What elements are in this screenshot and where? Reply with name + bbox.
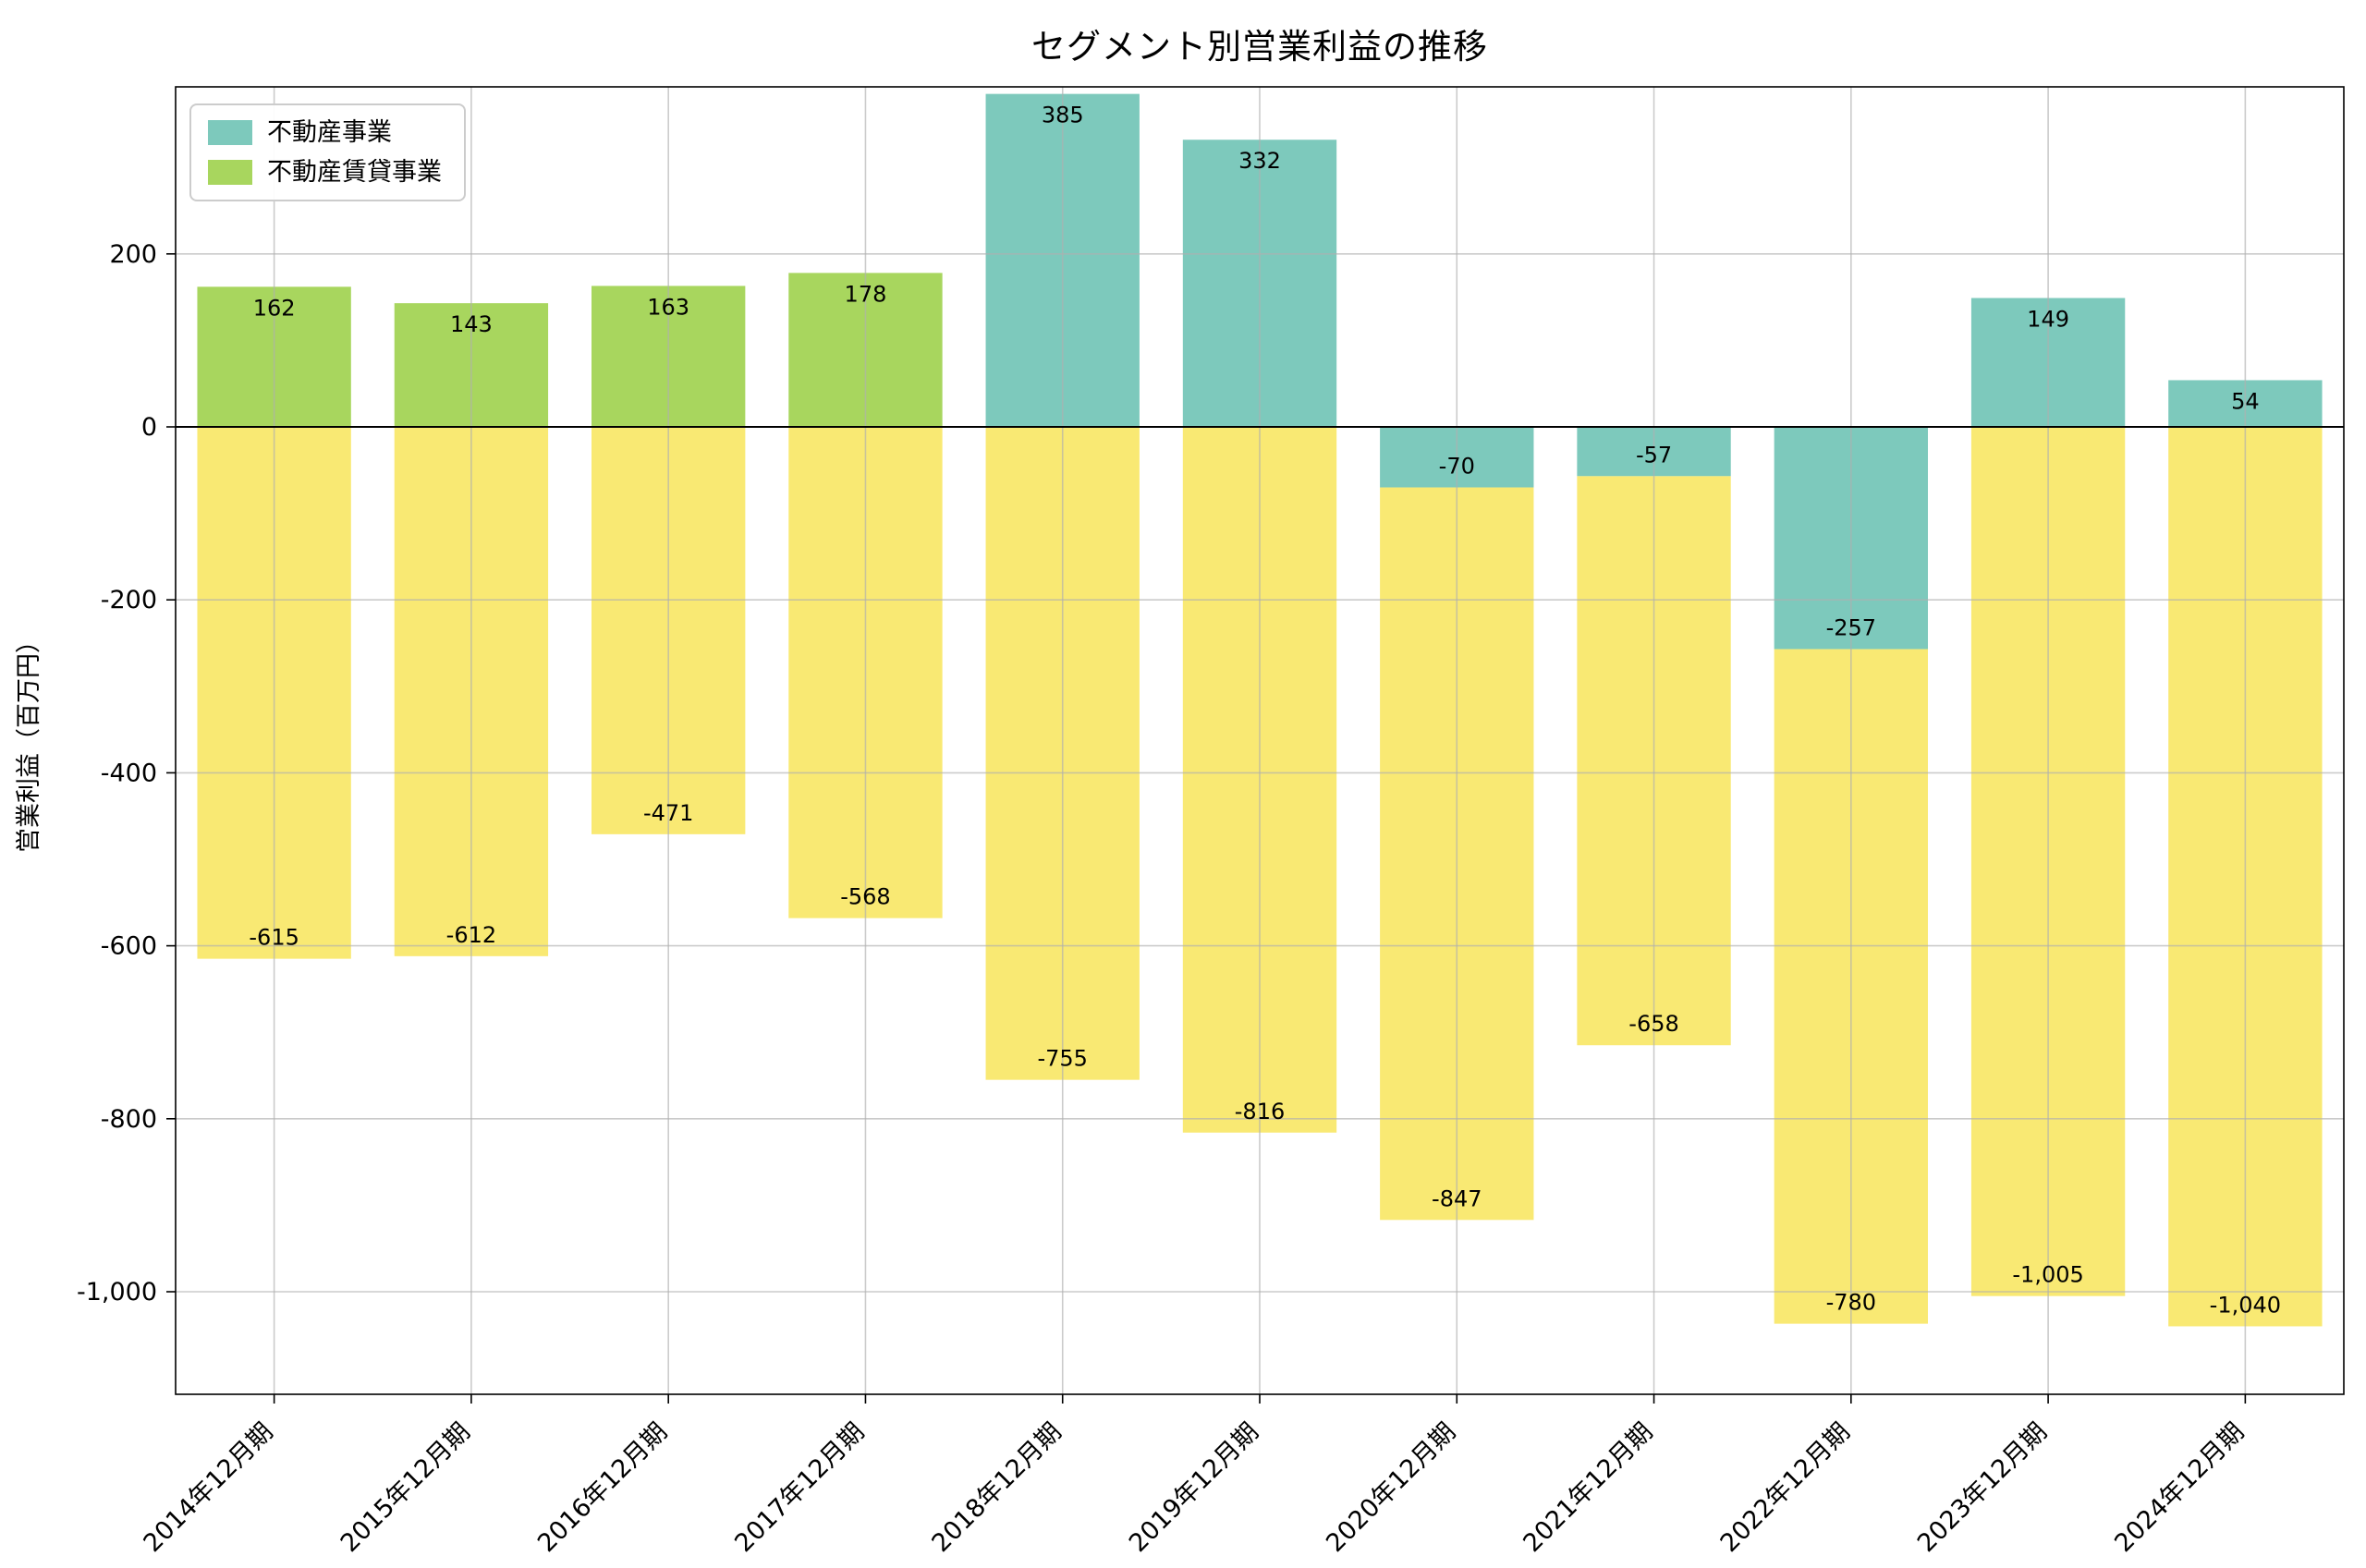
legend-label-real-estate: 不動産事業 (267, 118, 392, 147)
bar-value-label: -816 (1235, 1099, 1285, 1124)
legend-swatch-leasing-icon (208, 160, 252, 186)
legend-swatch-real-estate-icon (208, 120, 252, 146)
x-tick-label: 2015年12月期 (335, 1417, 476, 1558)
chart-title: セグメント別営業利益の推移 (1031, 27, 1488, 67)
bar-value-label: -70 (1439, 454, 1475, 480)
bar-value-label: -780 (1826, 1290, 1876, 1316)
bar-value-label: -755 (1037, 1046, 1087, 1072)
bar-value-label: -1,040 (2210, 1292, 2281, 1318)
x-tick-label: 2018年12月期 (927, 1417, 1067, 1558)
y-tick-label: -600 (101, 932, 157, 961)
y-tick-label: -1,000 (77, 1278, 157, 1307)
bar-value-label: 54 (2231, 388, 2260, 414)
y-axis-label: 営業利益（百万円） (15, 628, 43, 853)
x-tick-label: 2019年12月期 (1124, 1417, 1264, 1558)
bar-value-label: -612 (446, 922, 496, 948)
bar-value-label: -615 (249, 925, 299, 951)
bar-value-label: -471 (643, 800, 693, 826)
bar-value-label: 149 (2027, 307, 2069, 333)
legend: 不動産事業 不動産賃貸事業 (189, 103, 466, 202)
y-tick-label: 200 (109, 240, 157, 269)
bar-value-label: 163 (647, 294, 689, 320)
bar-value-label: -847 (1432, 1185, 1482, 1211)
y-tick-label: -200 (101, 586, 157, 614)
bar-value-label: 385 (1042, 103, 1084, 128)
x-tick-label: 2016年12月期 (532, 1417, 673, 1558)
bar-value-label: 178 (845, 281, 887, 307)
bar-value-label: -568 (840, 884, 890, 910)
y-tick-label: 0 (141, 413, 157, 442)
x-tick-label: 2022年12月期 (1715, 1417, 1856, 1558)
bar-value-label: 162 (253, 295, 296, 321)
y-tick-label: -800 (101, 1105, 157, 1134)
legend-item-leasing: 不動産賃貸事業 (208, 157, 442, 187)
bar-value-label: -658 (1628, 1011, 1678, 1037)
x-tick-label: 2020年12月期 (1321, 1417, 1461, 1558)
bar-value-label: -1,005 (2012, 1262, 2083, 1288)
x-tick-label: 2017年12月期 (729, 1417, 870, 1558)
bar-value-label: 143 (450, 311, 493, 337)
bar-value-label: 332 (1238, 148, 1281, 174)
legend-item-real-estate: 不動産事業 (208, 119, 442, 147)
x-tick-label: 2023年12月期 (1912, 1417, 2053, 1558)
x-tick-label: 2014年12月期 (139, 1417, 279, 1558)
x-tick-label: 2024年12月期 (2109, 1417, 2250, 1558)
x-tick-label: 2021年12月期 (1518, 1417, 1658, 1558)
y-tick-label: -400 (101, 759, 157, 787)
bar-value-label: -257 (1826, 615, 1876, 641)
legend-label-leasing: 不動産賃貸事業 (267, 157, 442, 187)
bar-value-label: -57 (1636, 442, 1672, 468)
